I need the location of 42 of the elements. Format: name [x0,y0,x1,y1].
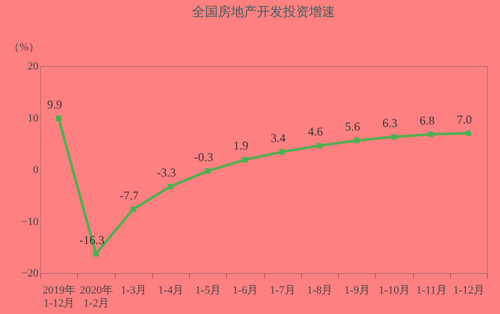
x-tick-label: 1-5月 [195,284,221,296]
x-tick-label: 1-3月 [120,284,146,296]
point [204,168,210,174]
x-tick-label: 1-4月 [158,284,184,296]
y-tick-label: 10 [28,112,39,124]
point [56,116,62,122]
y-tick-label: 20 [28,60,39,72]
y-axis-title: （%） [8,42,40,54]
data-label: 6.8 [420,113,435,128]
point [279,149,285,155]
point [130,206,136,212]
point [93,251,99,257]
y-tick-label: −10 [21,216,39,228]
point [242,156,248,162]
point [168,184,174,190]
x-tick-label: 1-12月 [453,284,484,296]
point [391,134,397,140]
point [354,138,360,144]
data-label: -7.7 [120,188,139,202]
data-label: 3.4 [270,130,286,145]
x-tick-label: 1-9月 [344,284,370,296]
data-label: -3.3 [156,166,176,180]
x-tick-label: 1-10月 [378,284,410,296]
data-label: 4.6 [308,124,323,139]
x-tick-label: 1-7月 [270,284,296,296]
point [316,142,322,148]
y-tick-label: 0 [33,164,39,176]
data-label: 6.3 [382,116,398,130]
point [428,132,434,138]
x-tick-label: 1-11月 [416,284,448,296]
x-tick-label: 1-6月 [232,284,258,296]
data-label: -0.3 [194,150,214,164]
chart-title: 全国房地产开发投资增速 [192,4,335,20]
data-label: 9.9 [47,97,62,112]
y-tick-label: −20 [21,268,39,280]
point [466,130,472,136]
data-label: 5.6 [345,120,360,134]
data-label: 1.9 [233,138,248,153]
x-tick-label: 2020年 1-2月 [80,284,113,310]
data-label: 7.0 [456,112,472,126]
x-tick-label: 2019年 1-12月 [42,284,76,310]
x-tick-label: 1-8月 [307,284,333,296]
